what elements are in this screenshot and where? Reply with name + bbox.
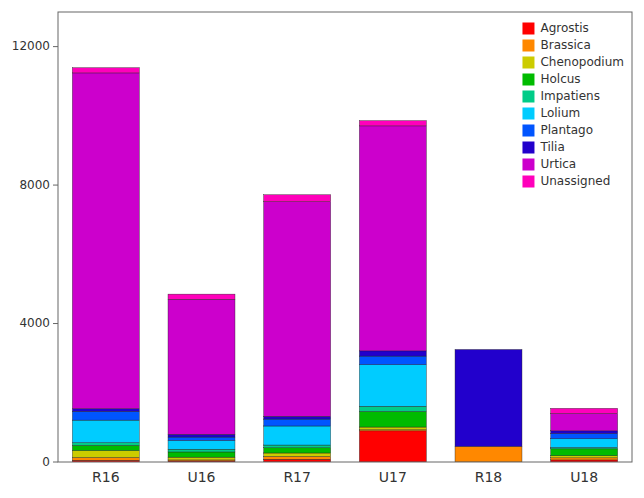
y-tick-label: 4000 xyxy=(19,316,50,330)
x-tick-label: R17 xyxy=(283,469,311,485)
bar-segment xyxy=(551,458,618,460)
y-tick xyxy=(53,46,58,47)
bar-segment xyxy=(168,437,235,440)
x-tick-label: U18 xyxy=(570,469,598,485)
plot-frame xyxy=(58,12,632,462)
y-axis: 0 4000 8000 12000 xyxy=(12,39,58,468)
bar-segment xyxy=(264,426,331,445)
legend-swatch xyxy=(522,159,534,171)
bar-segment xyxy=(455,446,522,462)
bar-segment xyxy=(551,447,618,448)
bar-segment xyxy=(359,351,426,356)
bar-segment xyxy=(264,453,331,456)
bar-segment xyxy=(455,350,522,447)
bar-segment xyxy=(264,448,331,453)
bar-segment xyxy=(359,406,426,411)
bar-segment xyxy=(72,420,139,443)
x-axis: R16 U16 R17 U17 R18 U18 xyxy=(92,469,598,485)
bar-segment xyxy=(551,434,618,439)
x-tick-label: U16 xyxy=(187,469,215,485)
bar-segment xyxy=(168,452,235,457)
y-tick-label: 8000 xyxy=(19,178,50,192)
legend-swatch xyxy=(522,23,534,35)
bar-segment xyxy=(359,356,426,365)
y-tick-label: 0 xyxy=(42,455,50,469)
bar-segment xyxy=(551,439,618,448)
x-tick-label: U17 xyxy=(379,469,407,485)
bar-segment xyxy=(168,449,235,452)
legend-swatch xyxy=(522,142,534,154)
bar-segment xyxy=(264,419,331,426)
bar-segment xyxy=(264,202,331,417)
y-tick xyxy=(53,462,58,463)
bar-segment xyxy=(72,411,139,420)
bar-segment xyxy=(359,126,426,351)
bar-segment xyxy=(359,411,426,427)
bar-segment xyxy=(168,299,235,434)
legend-swatch xyxy=(522,74,534,86)
legend-swatch xyxy=(522,108,534,120)
bar-segment xyxy=(264,416,331,419)
bar-segment xyxy=(359,431,426,462)
x-tick-label: R18 xyxy=(475,469,503,485)
bar-segment xyxy=(551,408,618,413)
bar-segment xyxy=(72,443,139,446)
y-tick xyxy=(53,323,58,324)
bar-segment xyxy=(359,121,426,126)
legend-label: Chenopodium xyxy=(540,55,624,69)
legend-label: Urtica xyxy=(540,157,576,171)
bar-segment xyxy=(551,431,618,434)
bar-segment xyxy=(551,449,618,456)
legend-label: Lolium xyxy=(540,106,580,120)
legend-label: Brassica xyxy=(540,38,590,52)
bar-segment xyxy=(72,73,139,409)
legend: Agrostis Brassica Chenopodium Holcus Impatie… xyxy=(522,21,624,188)
legend-swatch xyxy=(522,57,534,69)
legend-label: Plantago xyxy=(540,123,593,137)
bar-segment xyxy=(72,68,139,73)
bar-segment xyxy=(264,445,331,448)
legend-swatch xyxy=(522,40,534,52)
bar-segment xyxy=(264,456,331,459)
bar-segment xyxy=(551,414,618,431)
bar-segment xyxy=(264,195,331,202)
chart-svg: 0 4000 8000 12000 R16 U16 R17 U17 R18 U18 Agrostis… xyxy=(0,0,644,498)
y-tick-label: 12000 xyxy=(12,39,50,53)
bar-segment xyxy=(168,434,235,437)
bar-segment xyxy=(359,365,426,407)
legend-swatch xyxy=(522,125,534,137)
bar-segment xyxy=(455,349,522,350)
bars xyxy=(72,68,617,462)
y-tick xyxy=(53,185,58,186)
bar-segment xyxy=(72,409,139,412)
bar-segment xyxy=(359,427,426,430)
bar-segment xyxy=(551,456,618,458)
bar-segment xyxy=(168,294,235,299)
legend-label: Unassigned xyxy=(540,174,610,188)
bar-segment xyxy=(168,457,235,460)
legend-label: Impatiens xyxy=(540,89,599,103)
bar-segment xyxy=(72,458,139,461)
legend-swatch xyxy=(522,176,534,188)
legend-label: Holcus xyxy=(540,72,580,86)
legend-label: Agrostis xyxy=(540,21,588,35)
chart-container: 0 4000 8000 12000 R16 U16 R17 U17 R18 U18 Agrostis… xyxy=(0,0,644,498)
bar-segment xyxy=(72,451,139,458)
bar-segment xyxy=(455,349,522,350)
legend-swatch xyxy=(522,91,534,103)
bar-segment xyxy=(168,441,235,450)
bar-segment xyxy=(72,445,139,450)
legend-label: Tilia xyxy=(539,140,564,154)
x-tick-label: R16 xyxy=(92,469,120,485)
